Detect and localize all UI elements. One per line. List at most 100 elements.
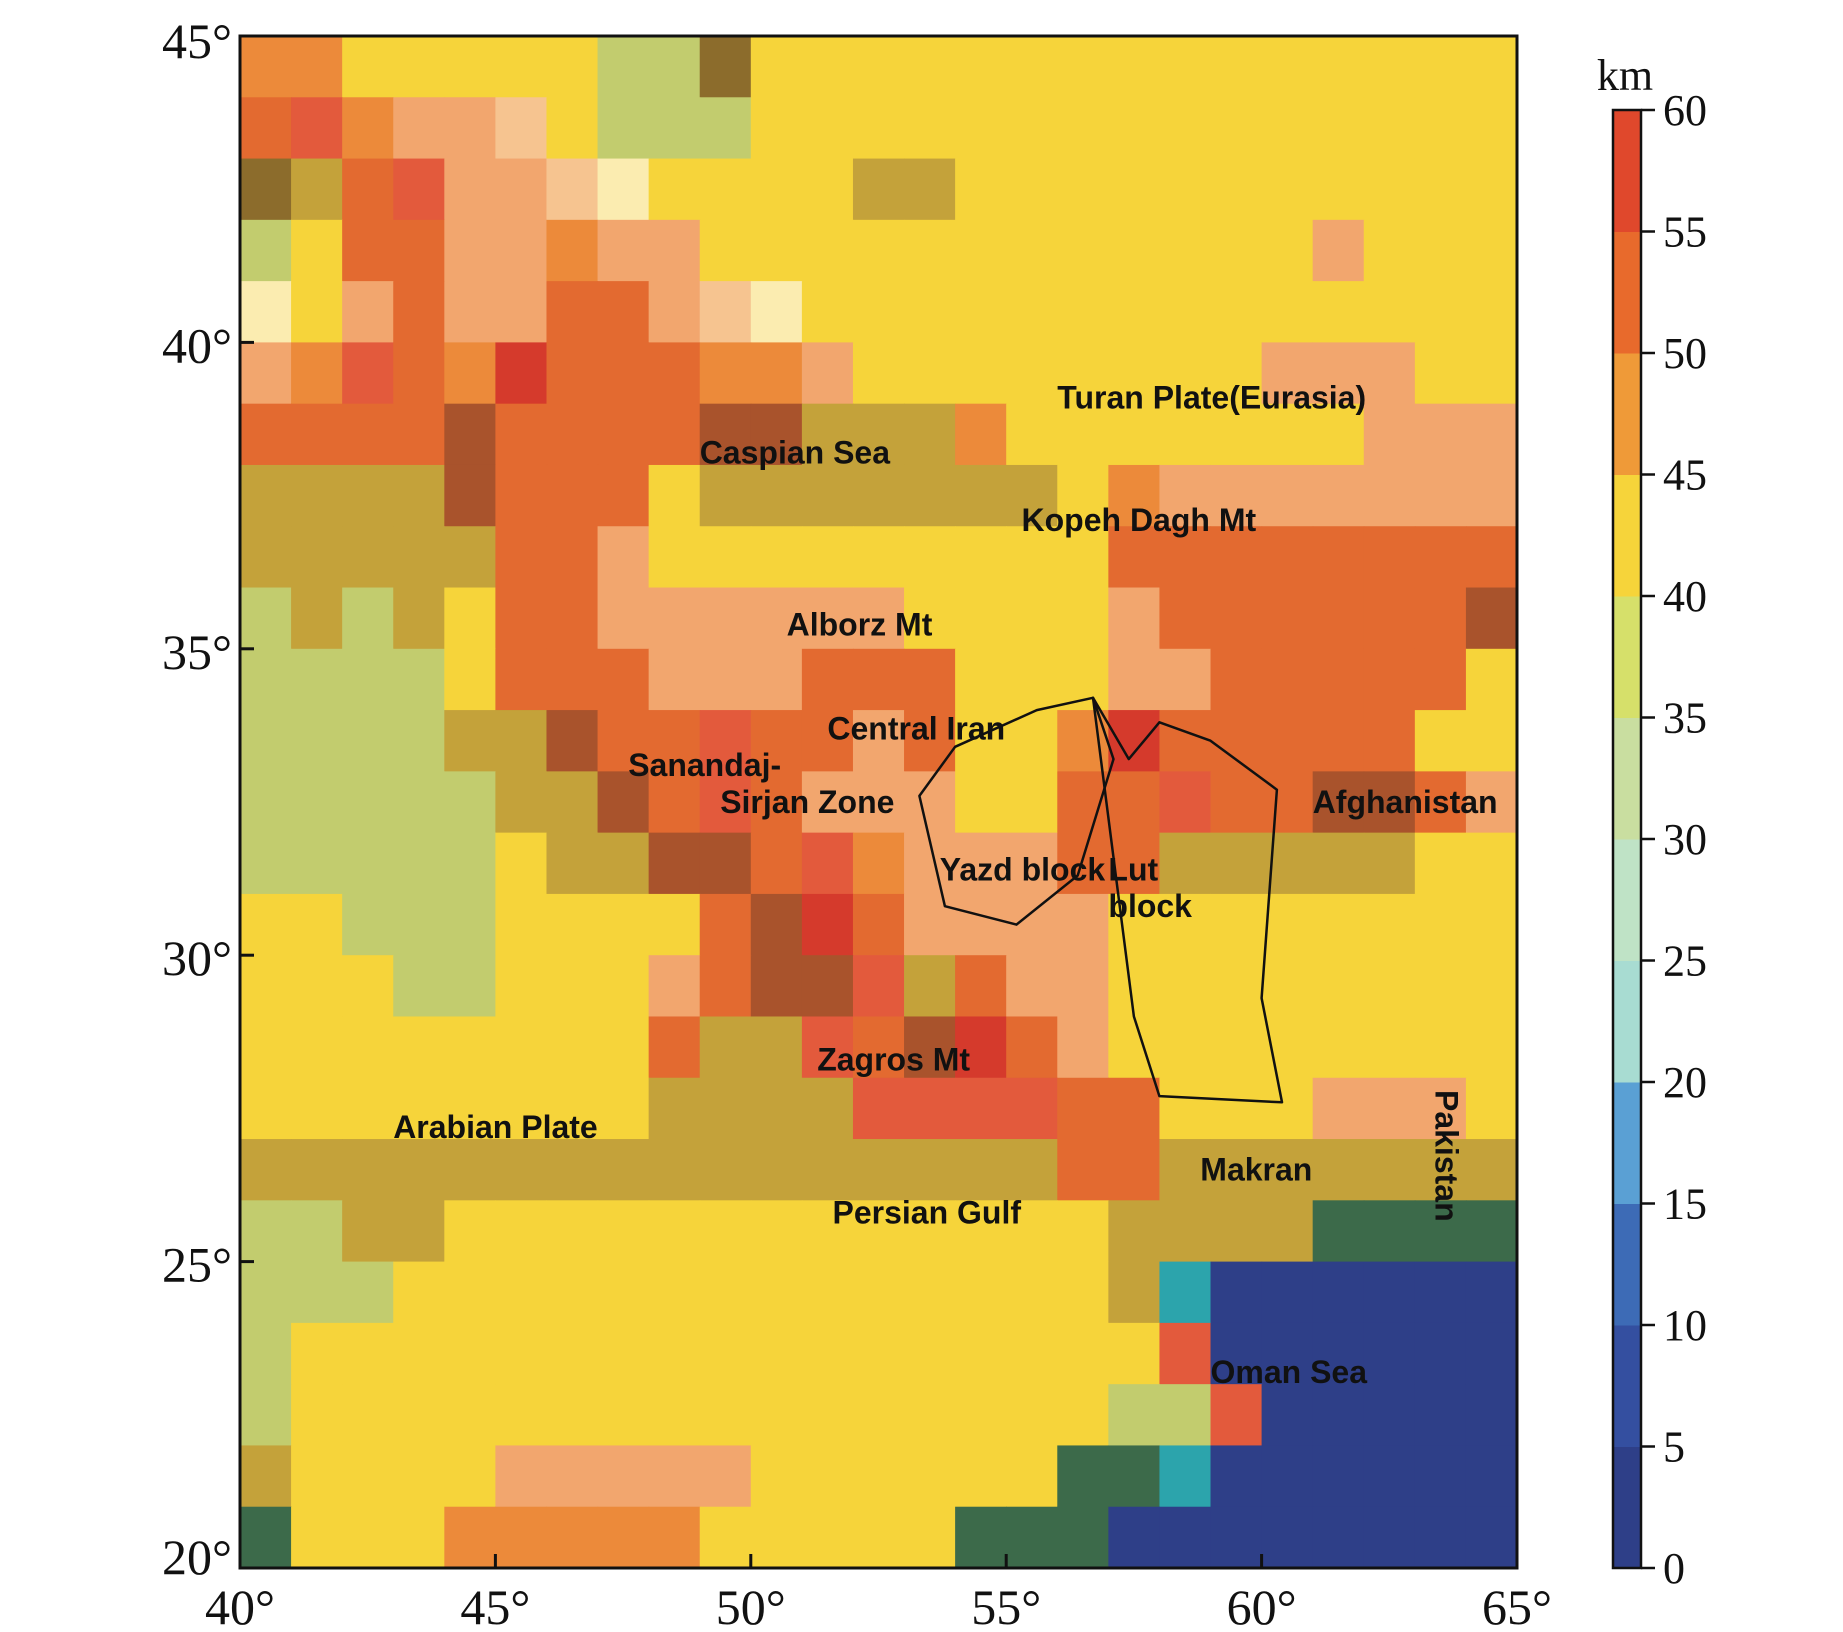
grid-cell [1465,893,1518,956]
grid-cell [342,1445,394,1508]
grid-cell [546,97,599,160]
grid-cell [1210,1077,1263,1140]
grid-cell [1363,526,1416,589]
grid-cell [801,403,854,466]
grid-cell [444,36,496,98]
region-label: Yazd block [940,851,1106,887]
grid-cell [597,771,650,834]
colorbar-tick-label: 35 [1663,694,1707,743]
grid-cell [240,342,292,405]
grid-cell [955,219,1007,282]
grid-cell [1363,832,1416,895]
grid-cell [342,648,394,711]
grid-cell [1108,464,1161,527]
grid-cell [597,1322,650,1385]
grid-cell [852,1506,905,1569]
grid-cell [546,1077,599,1140]
grid-cell [1465,36,1518,98]
grid-cell [648,281,701,343]
grid-cell [444,219,496,282]
grid-cell [648,1445,701,1508]
grid-cell [1210,403,1263,466]
grid-cell [1108,1506,1161,1569]
grid-cell [1312,1016,1365,1079]
grid-cell [240,893,292,956]
grid-cell [1210,1445,1263,1508]
grid-cell [444,955,496,1018]
grid-cell [699,1139,752,1201]
grid-cell [955,1384,1007,1447]
grid-cell [801,97,854,160]
grid-cell [1210,955,1263,1018]
grid-cell [1312,1322,1365,1385]
grid-cell [393,893,445,956]
grid-cell [1414,526,1467,589]
grid-cell [1465,403,1518,466]
grid-cell [1363,587,1416,650]
grid-cell [1465,955,1518,1018]
grid-cell [393,587,445,650]
grid-cell [495,1445,548,1508]
grid-cell [852,955,905,1018]
grid-cell [1006,1322,1058,1385]
grid-cell [342,1261,394,1324]
grid-cell [955,955,1007,1018]
grid-cell [648,464,701,527]
grid-cell [546,771,599,834]
grid-cell [597,832,650,895]
grid-cell [1159,36,1212,98]
grid-cell [904,1077,956,1140]
grid-cell [1006,403,1058,466]
grid-cell [750,281,803,343]
grid-cell [1414,158,1467,221]
grid-cell [342,710,394,772]
colorbar-unit-label: km [1597,51,1653,100]
grid-cell [1465,771,1518,834]
grid-cell [1465,1384,1518,1447]
grid-cell [1006,1506,1058,1569]
grid-cell [1210,587,1263,650]
grid-cell [1108,771,1161,834]
x-tick-label: 40° [205,1579,275,1632]
grid-cell [444,281,496,343]
grid-cell [1006,464,1058,527]
grid-cell [1312,403,1365,466]
grid-cell [1210,281,1263,343]
grid-cell [750,464,803,527]
grid-cell [1006,158,1058,221]
grid-cell [240,1261,292,1324]
grid-cell [546,526,599,589]
grid-cell [1006,1384,1058,1447]
grid-cell [1414,1077,1467,1140]
grid-cell [699,97,752,160]
grid-cell [1108,1384,1161,1447]
grid-cell [1057,1016,1109,1079]
grid-cell [699,955,752,1018]
grid-cell [1312,36,1365,98]
grid-cell [1057,955,1109,1018]
grid-cell [1159,281,1212,343]
grid-cell [1465,281,1518,343]
grid-cell [393,1506,445,1569]
grid-cell [546,1384,599,1447]
grid-cell [240,36,292,98]
grid-cell [1261,464,1314,527]
grid-cell [1414,1445,1467,1508]
grid-cell [904,1139,956,1201]
grid-cell [1057,1384,1109,1447]
grid-cell [1108,97,1161,160]
grid-cell [342,1384,394,1447]
grid-cell [240,955,292,1018]
grid-cell [393,1200,445,1263]
colorbar-bin [1613,839,1641,961]
grid-cell [955,771,1007,834]
grid-cell [852,219,905,282]
grid-cell [750,893,803,956]
grid-cell [750,1016,803,1079]
grid-cell [393,158,445,221]
grid-cell [1159,1506,1212,1569]
grid-cell [955,1139,1007,1201]
grid-cell [1363,1506,1416,1569]
grid-cell [240,648,292,711]
